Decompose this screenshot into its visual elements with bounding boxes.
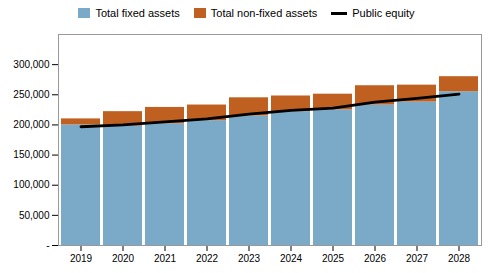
html-text:Public equity: Public equity: [352, 7, 415, 19]
svg-text:2023: 2023: [238, 253, 261, 264]
html-text:Total non-fixed assets: Total non-fixed assets: [210, 7, 318, 19]
html-text:Total fixed assets: Total fixed assets: [95, 7, 180, 19]
svg-text:2021: 2021: [154, 253, 177, 264]
svg-text:2022: 2022: [196, 253, 219, 264]
svg-text:100,000: 100,000: [13, 179, 50, 190]
svg-text:2026: 2026: [364, 253, 387, 264]
svg-text:250,000: 250,000: [13, 89, 50, 100]
svg-text:2024: 2024: [280, 253, 303, 264]
svg-text:2028: 2028: [448, 253, 471, 264]
svg-text:2020: 2020: [112, 253, 135, 264]
svg-text:-: -: [46, 240, 49, 251]
svg-text:200,000: 200,000: [13, 119, 50, 130]
svg-text:50,000: 50,000: [19, 210, 50, 221]
svg-text:150,000: 150,000: [13, 149, 50, 160]
svg-text:2019: 2019: [70, 253, 93, 264]
svg-text:300,000: 300,000: [13, 59, 50, 70]
svg-text:2027: 2027: [406, 253, 429, 264]
svg-text:2025: 2025: [322, 253, 345, 264]
